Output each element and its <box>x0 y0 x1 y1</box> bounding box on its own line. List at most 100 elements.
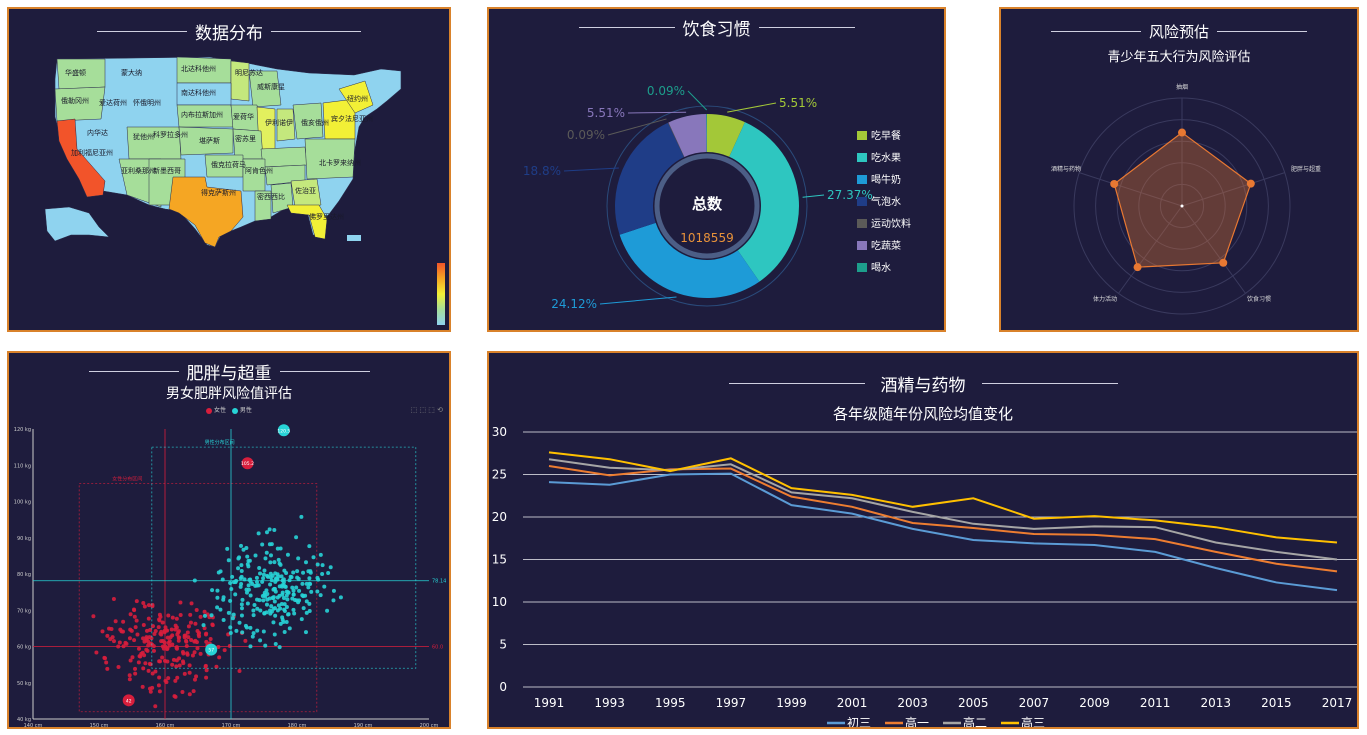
scatter-point <box>128 627 133 632</box>
line-x-tick-11: 2013 <box>1200 696 1231 710</box>
scatter-point <box>268 571 273 576</box>
scatter-point <box>172 694 177 699</box>
legend-label-0: 吃早餐 <box>871 129 901 142</box>
line-x-tick-12: 2015 <box>1261 696 1292 710</box>
donut-value-label-0: 5.51% <box>779 96 817 110</box>
scatter-point <box>105 666 110 671</box>
donut-value-label-2: 24.12% <box>551 297 597 311</box>
scatter-point <box>277 645 282 650</box>
scatter-point <box>304 599 309 604</box>
svg-text:科罗拉多州: 科罗拉多州 <box>153 130 188 139</box>
scatter-y-tick-4: 80 kg <box>17 572 31 578</box>
scatter-point <box>150 604 155 609</box>
scatter-point <box>177 663 182 668</box>
scatter-point <box>187 670 192 675</box>
scatter-point <box>189 601 194 606</box>
risk-title-text: 风险预估 <box>1148 23 1209 41</box>
scatter-point <box>174 616 179 621</box>
scatter-point <box>264 602 269 607</box>
scatter-point <box>331 598 336 603</box>
scatter-point <box>170 642 175 647</box>
scatter-point <box>133 671 138 676</box>
scatter-point <box>116 664 121 669</box>
line-x-tick-9: 2009 <box>1079 696 1110 710</box>
line-y-tick-2: 10 <box>492 595 507 609</box>
scatter-point <box>315 562 320 567</box>
svg-text:威斯康星: 威斯康星 <box>257 82 285 91</box>
diet-panel-title: 饮食习惯 <box>489 15 944 40</box>
svg-text:佐治亚: 佐治亚 <box>295 186 316 195</box>
donut-slice-2 <box>619 222 760 298</box>
donut-slice-4 <box>667 122 685 158</box>
scatter-point <box>273 571 278 576</box>
scatter-max-pin-0 <box>241 457 254 470</box>
scatter-y-tick-8: 120 kg <box>14 427 31 433</box>
scatter-x-tick-3: 170 cm <box>222 723 241 727</box>
scatter-point <box>222 648 227 653</box>
scatter-x-tick-4: 180 cm <box>288 723 307 727</box>
scatter-y-tick-5: 90 kg <box>17 536 31 542</box>
alcohol-title-text: 酒精与药物 <box>880 376 966 396</box>
scatter-point <box>248 644 253 649</box>
donut-leader-4 <box>607 118 667 136</box>
legend-label-6: 喝水 <box>871 262 891 274</box>
svg-text:明尼苏达: 明尼苏达 <box>235 68 263 77</box>
toolbox[interactable]: ⬚ ⬚ ⬚ ⟲ <box>410 406 443 414</box>
scatter-point <box>139 651 144 656</box>
scatter-point <box>180 690 185 695</box>
line-y-tick-4: 20 <box>492 510 507 524</box>
scatter-point <box>291 570 296 575</box>
scatter-point <box>276 574 281 579</box>
obesity-scatter-chart: 140 cm 150 cm 160 cm 170 cm 180 cm 190 cm 200 … <box>14 424 446 727</box>
line-y-tick-6: 30 <box>492 425 507 439</box>
svg-text:爱达荷州: 爱达荷州 <box>99 98 127 107</box>
scatter-point <box>253 553 258 558</box>
scatter-point <box>188 612 193 617</box>
scatter-point <box>268 582 273 587</box>
donut-value-label-6: 0.09% <box>647 84 685 98</box>
scatter-min-label-0: 42 <box>126 698 132 704</box>
scatter-point <box>214 664 219 669</box>
scatter-point <box>291 588 296 593</box>
scatter-point <box>236 566 241 571</box>
scatter-point <box>180 649 185 654</box>
scatter-point <box>286 612 291 617</box>
svg-text:阿肯色州: 阿肯色州 <box>245 166 273 175</box>
svg-text:得克萨斯州: 得克萨斯州 <box>201 188 236 197</box>
scatter-point <box>292 611 297 616</box>
scatter-point <box>246 583 251 588</box>
line-x-tick-10: 2011 <box>1140 696 1171 710</box>
scatter-point <box>170 662 175 667</box>
scatter-point <box>109 627 114 632</box>
scatter-point <box>281 596 286 601</box>
legend-female-dot[interactable] <box>206 407 213 414</box>
scatter-point <box>231 612 236 617</box>
svg-text:佛罗里达州: 佛罗里达州 <box>309 212 344 221</box>
scatter-point <box>204 675 209 680</box>
donut-leader-2 <box>599 296 677 305</box>
scatter-point <box>269 604 274 609</box>
scatter-point <box>195 646 200 651</box>
svg-text:俄亥俄州: 俄亥俄州 <box>301 118 329 127</box>
svg-text:俄勒冈州: 俄勒冈州 <box>61 96 89 105</box>
line-x-tick-0: 1991 <box>534 696 565 710</box>
scatter-point <box>265 573 270 578</box>
scatter-point <box>275 595 280 600</box>
scatter-point <box>318 593 323 598</box>
map-color-legend[interactable] <box>437 263 445 325</box>
scatter-point <box>325 608 330 613</box>
legend-male-dot[interactable] <box>231 407 238 414</box>
donut-center-value: 1018559 <box>680 231 733 245</box>
scatter-point <box>152 631 157 636</box>
radar-indicator-4: 酒精与药物 <box>1051 165 1081 173</box>
scatter-range-label-1: 男性分布区间 <box>205 439 235 446</box>
scatter-point <box>94 650 99 655</box>
line-y-tick-0: 0 <box>499 680 507 694</box>
scatter-point <box>246 587 251 592</box>
scatter-point <box>251 608 256 613</box>
scatter-point <box>254 575 259 580</box>
scatter-range-box-0 <box>78 482 318 713</box>
scatter-point <box>141 666 146 671</box>
scatter-point <box>228 581 233 586</box>
scatter-point <box>282 607 287 612</box>
